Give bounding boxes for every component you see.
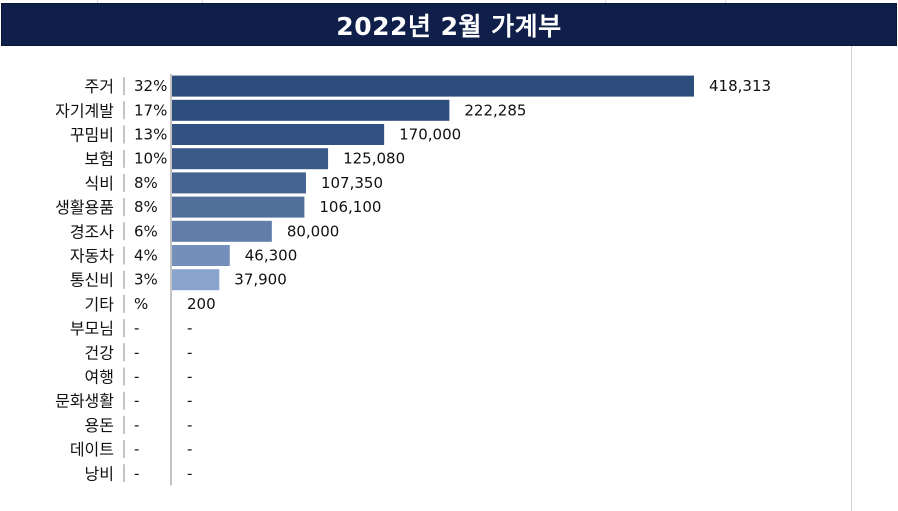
bar[interactable] (172, 245, 230, 266)
value-label: - (187, 392, 192, 410)
percent-label: 13% (134, 126, 167, 144)
percent-label: 8% (134, 174, 158, 192)
sheet-gridline (97, 0, 98, 3)
value-label: - (187, 416, 192, 434)
percent-label: % (134, 295, 148, 313)
bar[interactable] (172, 196, 305, 218)
percent-label: - (134, 319, 139, 337)
category-label: 용돈 (85, 416, 114, 435)
percent-label: 4% (134, 247, 158, 265)
category-label: 부모님 (70, 319, 114, 338)
percent-label: 8% (134, 198, 158, 216)
bar[interactable] (172, 172, 306, 194)
percent-label: 32% (134, 77, 167, 95)
bar[interactable] (172, 269, 220, 291)
value-label: 418,313 (709, 77, 771, 95)
category-label: 주거 (85, 77, 114, 96)
sheet-gridline (605, 0, 606, 3)
category-label: 생활용품 (55, 198, 114, 217)
bar[interactable] (172, 75, 694, 97)
category-label: 여행 (85, 368, 114, 387)
value-label: - (187, 464, 192, 482)
category-label: 식비 (85, 174, 114, 193)
percent-label: - (134, 392, 139, 410)
value-label: - (187, 368, 192, 386)
percent-label: 6% (134, 222, 158, 240)
value-label: - (187, 343, 192, 361)
title-bar: 2022년 2월 가계부 (1, 3, 897, 46)
category-label: 자동차 (70, 247, 114, 266)
category-label: 보험 (85, 150, 114, 169)
bar[interactable] (172, 99, 450, 121)
bar[interactable] (172, 124, 385, 145)
bar[interactable] (172, 220, 272, 242)
bar[interactable] (172, 148, 329, 170)
value-label: 106,100 (319, 198, 381, 216)
category-label: 기타 (85, 295, 115, 314)
page-title: 2022년 2월 가계부 (336, 11, 562, 41)
value-label: 222,285 (464, 101, 526, 119)
percent-label: 3% (134, 271, 158, 289)
category-label: 꾸밈비 (70, 126, 114, 145)
value-label: 200 (187, 295, 216, 313)
sheet-gridline (202, 0, 203, 3)
value-label: 37,900 (234, 271, 287, 289)
percent-label: - (134, 416, 139, 434)
category-label: 건강 (85, 343, 115, 362)
percent-label: - (134, 464, 139, 482)
category-label: 문화생활 (55, 392, 114, 411)
percent-label: - (134, 440, 139, 458)
value-label: 107,350 (321, 174, 383, 192)
percent-label: 10% (134, 150, 167, 168)
value-label: 80,000 (287, 222, 340, 240)
value-label: 46,300 (245, 247, 298, 265)
value-label: 125,080 (343, 150, 405, 168)
sheet-gridline (725, 0, 726, 3)
category-label: 통신비 (70, 271, 114, 290)
category-label: 데이트 (70, 440, 114, 459)
sheet-column-border (851, 46, 852, 511)
percent-label: - (134, 343, 139, 361)
category-label: 경조사 (70, 222, 114, 241)
value-label: - (187, 440, 192, 458)
value-label: - (187, 319, 192, 337)
value-label: 170,000 (399, 126, 461, 144)
percent-label: - (134, 368, 139, 386)
category-label: 낭비 (85, 464, 114, 483)
percent-label: 17% (134, 101, 167, 119)
category-label: 자기계발 (55, 101, 114, 120)
